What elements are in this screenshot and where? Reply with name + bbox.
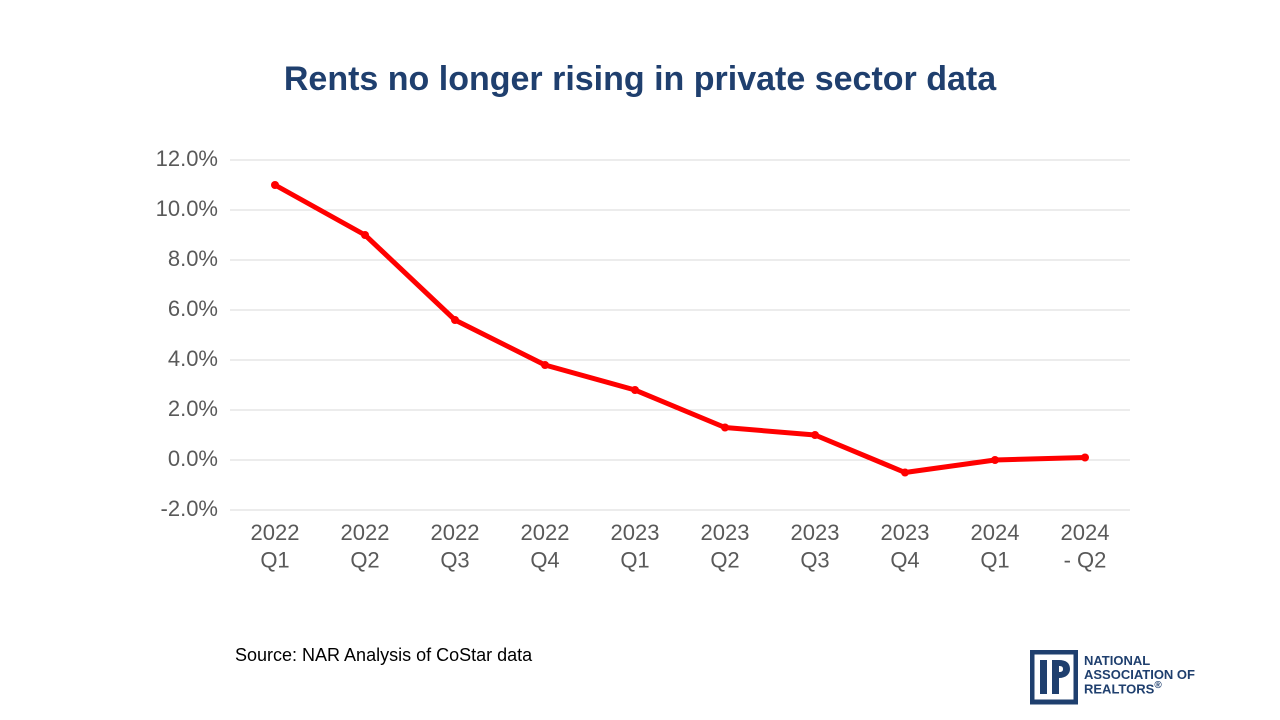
data-point	[361, 231, 369, 239]
y-axis-tick-label: 10.0%	[156, 196, 218, 221]
x-axis-tick-label: 2022Q4	[521, 520, 570, 573]
data-point	[991, 456, 999, 464]
data-point	[901, 469, 909, 477]
data-point	[631, 386, 639, 394]
data-point	[811, 431, 819, 439]
y-axis-tick-label: 8.0%	[168, 246, 218, 271]
x-axis-tick-label: 2024Q1	[971, 520, 1020, 573]
x-axis-tick-label: 2023Q3	[791, 520, 840, 573]
nar-logo-mark	[1030, 650, 1078, 706]
source-attribution: Source: NAR Analysis of CoStar data	[235, 645, 532, 666]
y-axis-tick-label: 6.0%	[168, 296, 218, 321]
chart-container: -2.0%0.0%2.0%4.0%6.0%8.0%10.0%12.0%2022Q…	[140, 150, 1140, 590]
data-point	[451, 316, 459, 324]
y-axis-tick-label: 0.0%	[168, 446, 218, 471]
series-line	[275, 185, 1085, 473]
x-axis-tick-label: 2023Q4	[881, 520, 930, 573]
chart-title: Rents no longer rising in private sector…	[0, 60, 1280, 99]
nar-logo-line3: REALTORS	[1084, 682, 1154, 697]
x-axis-tick-label: 2023Q2	[701, 520, 750, 573]
nar-logo-line3-wrap: REALTORS®	[1084, 681, 1195, 696]
x-axis-tick-label: 2024- Q2	[1061, 520, 1110, 573]
y-axis-tick-label: 4.0%	[168, 346, 218, 371]
data-point	[271, 181, 279, 189]
data-point	[541, 361, 549, 369]
x-axis-tick-label: 2022Q2	[341, 520, 390, 573]
y-axis-tick-label: -2.0%	[161, 496, 218, 521]
nar-logo: NATIONAL ASSOCIATION OF REALTORS®	[1030, 648, 1260, 708]
nar-logo-registered: ®	[1154, 680, 1161, 691]
nar-logo-line2: ASSOCIATION OF	[1084, 668, 1195, 682]
data-point	[1081, 454, 1089, 462]
y-axis-tick-label: 12.0%	[156, 146, 218, 171]
nar-logo-line1: NATIONAL	[1084, 654, 1195, 668]
line-chart: -2.0%0.0%2.0%4.0%6.0%8.0%10.0%12.0%2022Q…	[140, 150, 1140, 590]
data-point	[721, 424, 729, 432]
x-axis-tick-label: 2022Q1	[251, 520, 300, 573]
x-axis-tick-label: 2022Q3	[431, 520, 480, 573]
y-axis-tick-label: 2.0%	[168, 396, 218, 421]
nar-logo-text: NATIONAL ASSOCIATION OF REALTORS®	[1084, 654, 1195, 696]
x-axis-tick-label: 2023Q1	[611, 520, 660, 573]
page-root: Rents no longer rising in private sector…	[0, 0, 1280, 720]
